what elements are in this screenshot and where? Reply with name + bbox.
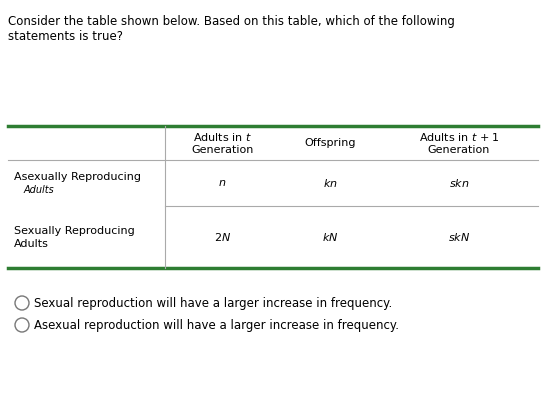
Text: Asexual reproduction will have a larger increase in frequency.: Asexual reproduction will have a larger … — [34, 318, 399, 332]
Text: Generation: Generation — [428, 145, 490, 155]
Text: Asexually Reproducing: Asexually Reproducing — [14, 172, 141, 182]
Text: Adults in $t$ + 1: Adults in $t$ + 1 — [419, 131, 500, 143]
Text: Sexually Reproducing: Sexually Reproducing — [14, 226, 135, 236]
Text: Generation: Generation — [191, 145, 254, 155]
Text: $n$: $n$ — [218, 178, 227, 188]
Text: Offspring: Offspring — [304, 138, 356, 148]
Text: Adults: Adults — [14, 239, 49, 249]
Text: Adults in $t$: Adults in $t$ — [193, 131, 252, 143]
Text: 2$N$: 2$N$ — [214, 231, 231, 243]
Text: $kN$: $kN$ — [322, 231, 338, 243]
Text: $skN$: $skN$ — [448, 231, 470, 243]
Text: Consider the table shown below. Based on this table, which of the following: Consider the table shown below. Based on… — [8, 15, 455, 28]
Text: $skn$: $skn$ — [449, 177, 469, 189]
Text: $kn$: $kn$ — [323, 177, 337, 189]
Text: Sexual reproduction will have a larger increase in frequency.: Sexual reproduction will have a larger i… — [34, 297, 392, 310]
Text: statements is true?: statements is true? — [8, 30, 123, 43]
Text: Adults: Adults — [24, 185, 55, 195]
